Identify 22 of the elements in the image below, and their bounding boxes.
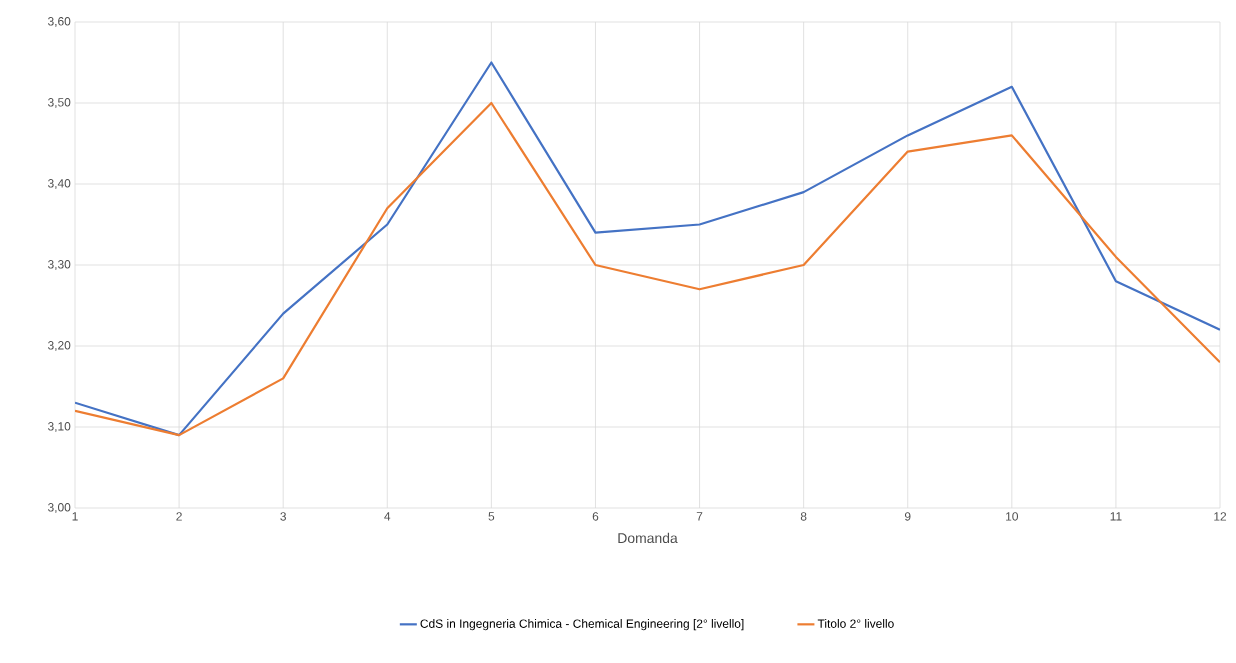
x-tick-label: 3 — [280, 512, 286, 521]
y-tick-label: 3,60 — [48, 17, 71, 27]
x-tick-label: 4 — [384, 512, 391, 521]
y-tick-label: 3,00 — [48, 503, 71, 513]
y-tick-label: 3,30 — [48, 260, 71, 270]
x-tick-label: 12 — [1214, 512, 1227, 521]
x-tick-label: 9 — [904, 512, 911, 521]
legend-label: Titolo 2° livello — [817, 619, 894, 628]
x-tick-label: 10 — [1006, 512, 1018, 521]
x-tick-label: 1 — [72, 512, 78, 521]
x-tick-label: 6 — [592, 512, 599, 521]
x-axis-title: Domanda — [618, 532, 678, 544]
legend-label: CdS in Ingegneria Chimica - Chemical Engineering [2° livello] — [420, 619, 744, 631]
x-tick-label: 7 — [696, 512, 703, 521]
y-tick-label: 3,20 — [48, 341, 71, 351]
y-tick-label: 3,50 — [48, 98, 71, 108]
x-tick-label: 8 — [800, 512, 807, 521]
x-tick-label: 2 — [176, 512, 182, 521]
y-tick-label: 3,40 — [48, 179, 71, 189]
x-tick-label: 11 — [1110, 512, 1122, 521]
x-tick-label: 5 — [488, 512, 495, 521]
y-tick-label: 3,10 — [48, 422, 71, 432]
